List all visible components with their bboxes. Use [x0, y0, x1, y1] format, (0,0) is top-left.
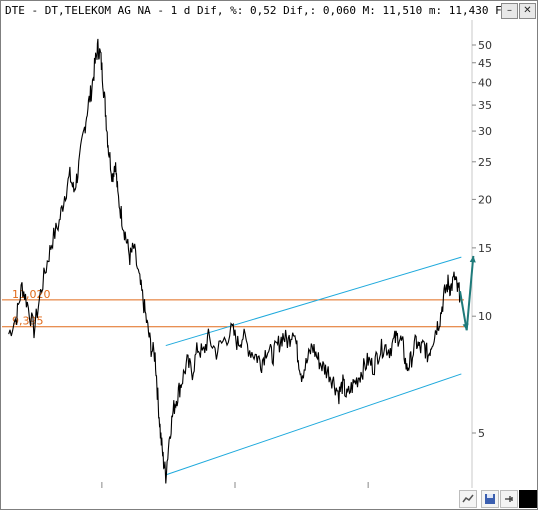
- save-icon[interactable]: [481, 490, 499, 508]
- chart-svg: 504540353025201510520002005201011,0209,3…: [2, 20, 492, 505]
- arrow-head: [469, 255, 476, 263]
- level-label: 11,020: [12, 288, 51, 301]
- window-title: DTE - DT,TELEKOM AG NA - 1 d Dif, %: 0,5…: [5, 4, 505, 17]
- chart-toolbar: [2, 488, 537, 508]
- forecast-arrow: [465, 255, 475, 331]
- color-swatch-icon[interactable]: [519, 490, 537, 508]
- minimize-button[interactable]: –: [501, 3, 518, 19]
- y-tick-label: 5: [478, 427, 485, 440]
- chart-type-icon[interactable]: [459, 490, 477, 508]
- pin-icon[interactable]: [500, 490, 518, 508]
- trend-channel-line: [165, 256, 462, 347]
- y-tick-label: 45: [478, 57, 492, 70]
- close-button[interactable]: ✕: [519, 3, 536, 19]
- y-tick-label: 30: [478, 125, 492, 138]
- forecast-arrow: [459, 291, 468, 331]
- y-tick-label: 40: [478, 77, 492, 90]
- y-tick-label: 20: [478, 193, 492, 206]
- y-tick-label: 25: [478, 156, 492, 169]
- y-tick-label: 15: [478, 242, 492, 255]
- price-line: [8, 38, 461, 484]
- y-tick-label: 50: [478, 39, 492, 52]
- trend-channel-line: [165, 373, 462, 476]
- y-tick-label: 35: [478, 99, 492, 112]
- price-chart[interactable]: 504540353025201510520002005201011,0209,3…: [2, 20, 537, 505]
- y-tick-label: 10: [478, 310, 492, 323]
